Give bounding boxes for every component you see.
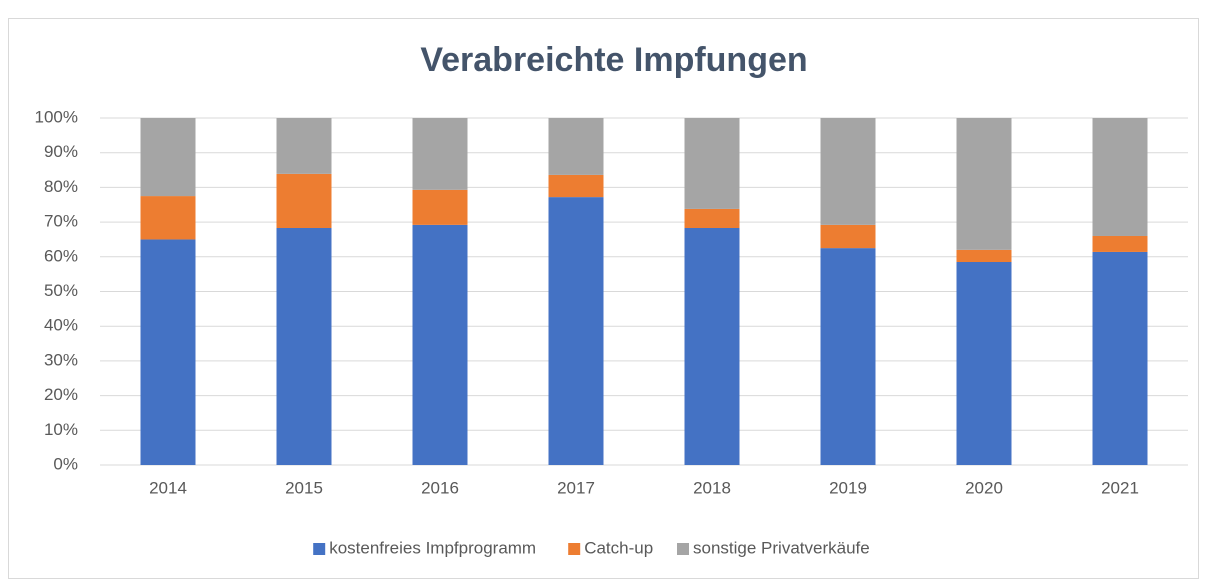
bar-segment xyxy=(1092,118,1148,236)
bar-segment xyxy=(820,118,876,225)
x-tick-label: 2015 xyxy=(285,478,323,497)
bar-segment xyxy=(140,118,196,197)
y-tick-label: 40% xyxy=(44,316,78,335)
bar-segment xyxy=(820,224,876,249)
legend-label: kostenfreies Impfprogramm xyxy=(329,538,536,557)
legend-swatch xyxy=(568,543,581,555)
x-tick-label: 2019 xyxy=(829,478,867,497)
x-tick-label: 2017 xyxy=(557,478,595,497)
legend-label: Catch-up xyxy=(584,538,653,557)
y-tick-label: 20% xyxy=(44,385,78,404)
bar-segment xyxy=(548,118,604,175)
bar-segment xyxy=(1092,251,1148,465)
bar-segment xyxy=(548,197,604,465)
chart-title: Verabreichte Impfungen xyxy=(420,41,807,79)
legend-swatch xyxy=(313,543,326,555)
bar-segment xyxy=(276,118,332,174)
y-tick-label: 50% xyxy=(44,281,78,300)
legend-label: sonstige Privatverkäufe xyxy=(693,538,870,557)
y-tick-label: 30% xyxy=(44,350,78,369)
bar-segment xyxy=(140,196,196,240)
x-tick-label: 2018 xyxy=(693,478,731,497)
x-tick-label: 2016 xyxy=(421,478,459,497)
y-tick-label: 100% xyxy=(35,107,78,126)
y-tick-label: 60% xyxy=(44,246,78,265)
bar-segment xyxy=(956,262,1012,465)
bar-segment xyxy=(412,189,468,225)
bar-segment xyxy=(684,118,740,209)
bar-segment xyxy=(412,224,468,465)
x-tick-label: 2020 xyxy=(965,478,1003,497)
bar-segment xyxy=(276,227,332,465)
bar-segment xyxy=(1092,235,1148,252)
bar-segment xyxy=(412,118,468,190)
x-tick-label: 2021 xyxy=(1101,478,1139,497)
y-tick-label: 0% xyxy=(53,454,78,473)
bar-segment xyxy=(956,249,1012,263)
bar-segment xyxy=(956,118,1012,250)
bar-segment xyxy=(548,174,604,198)
y-tick-label: 10% xyxy=(44,420,78,439)
bar-segment xyxy=(276,173,332,228)
bar-segment xyxy=(684,227,740,465)
y-tick-label: 90% xyxy=(44,142,78,161)
y-tick-label: 80% xyxy=(44,177,78,196)
bar-segment xyxy=(140,239,196,465)
x-tick-label: 2014 xyxy=(149,478,187,497)
y-tick-label: 70% xyxy=(44,212,78,231)
legend-swatch xyxy=(677,543,689,555)
bar-segment xyxy=(684,208,740,228)
bar-segment xyxy=(820,248,876,465)
